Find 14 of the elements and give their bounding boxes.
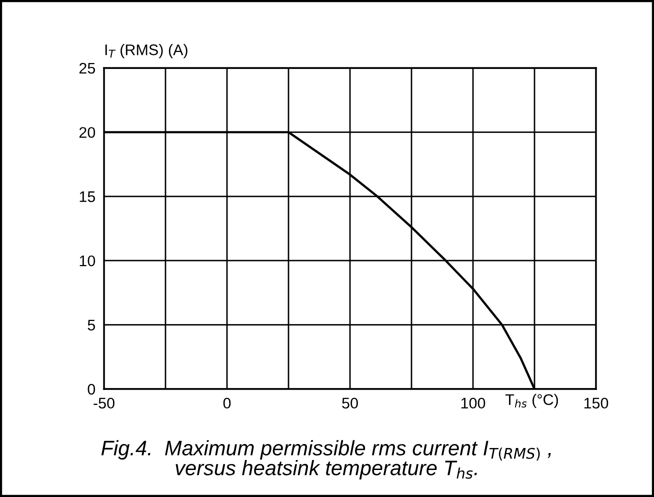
y-tick-label: 20 bbox=[79, 127, 96, 138]
y-tick-label: 0 bbox=[88, 384, 96, 395]
x-tick-label: -50 bbox=[94, 398, 114, 409]
y-tick-label: 5 bbox=[88, 320, 96, 330]
x-tick-label: 50 bbox=[342, 398, 358, 409]
x-tick-label: 150 bbox=[584, 398, 608, 409]
y-tick-label: 25 bbox=[79, 62, 96, 74]
text: Fig.4. Maximum permissible rms current I$_{T(RMS)}$ , versus heatsink temperature T$_{hs}$. bbox=[101, 440, 551, 480]
x-tick-label: 100 bbox=[461, 398, 486, 409]
x-tick-label: 0 bbox=[223, 398, 231, 409]
y-axis-title: I$_{T}$ (RMS) (A) bbox=[105, 44, 188, 58]
y-tick-label: 15 bbox=[80, 191, 96, 202]
y-tick-label: 10 bbox=[80, 255, 96, 266]
x-axis-title: T$_{hs}$ (°C) bbox=[505, 394, 558, 408]
